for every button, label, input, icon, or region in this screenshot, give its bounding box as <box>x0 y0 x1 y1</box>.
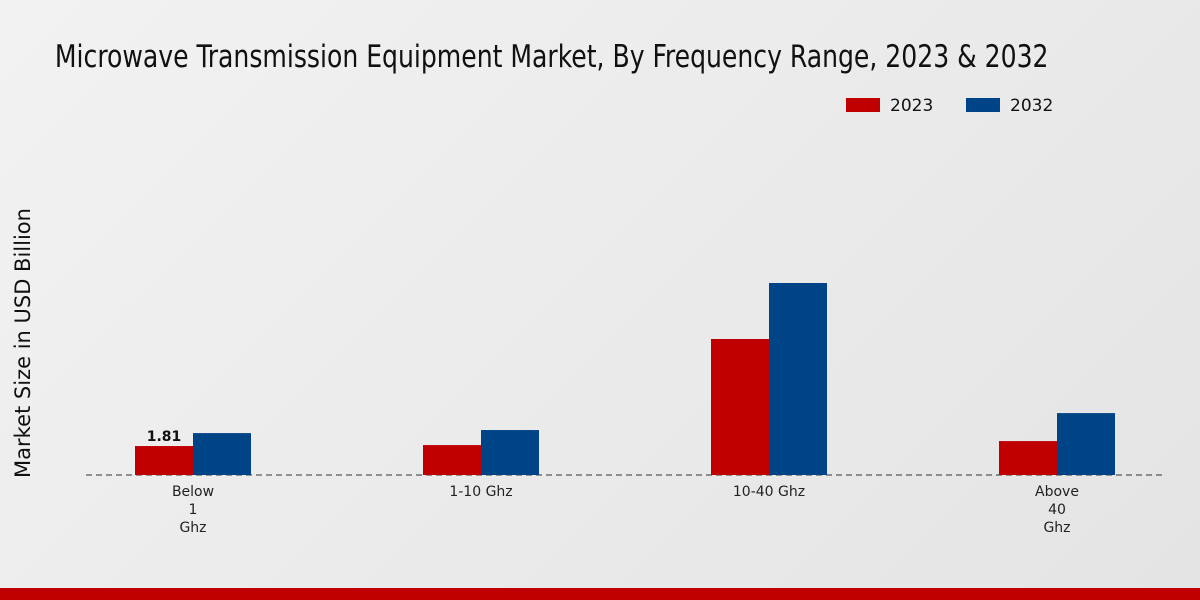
x-tick-label: 1-10 Ghz <box>449 484 513 500</box>
bar <box>769 283 827 475</box>
bar <box>423 445 481 475</box>
bar <box>1057 413 1115 475</box>
x-tick-label: Above 40 Ghz <box>1035 484 1079 536</box>
legend-swatch <box>966 98 1000 112</box>
footer-bar <box>0 588 1200 600</box>
x-tick-label: Below 1 Ghz <box>171 484 215 536</box>
x-tick-label: 10-40 Ghz <box>732 484 806 500</box>
legend-swatch <box>846 98 880 112</box>
legend-label: 2032 <box>1010 96 1053 116</box>
chart-title: Microwave Transmission Equipment Market,… <box>55 39 1049 75</box>
bar <box>711 339 769 475</box>
y-axis-label: Market Size in USD Billion <box>11 208 35 478</box>
bar <box>999 441 1057 475</box>
data-label: 1.81 <box>147 429 182 445</box>
bar <box>481 430 539 475</box>
bar <box>193 433 251 475</box>
bar <box>135 446 193 475</box>
legend-label: 2023 <box>890 96 933 116</box>
